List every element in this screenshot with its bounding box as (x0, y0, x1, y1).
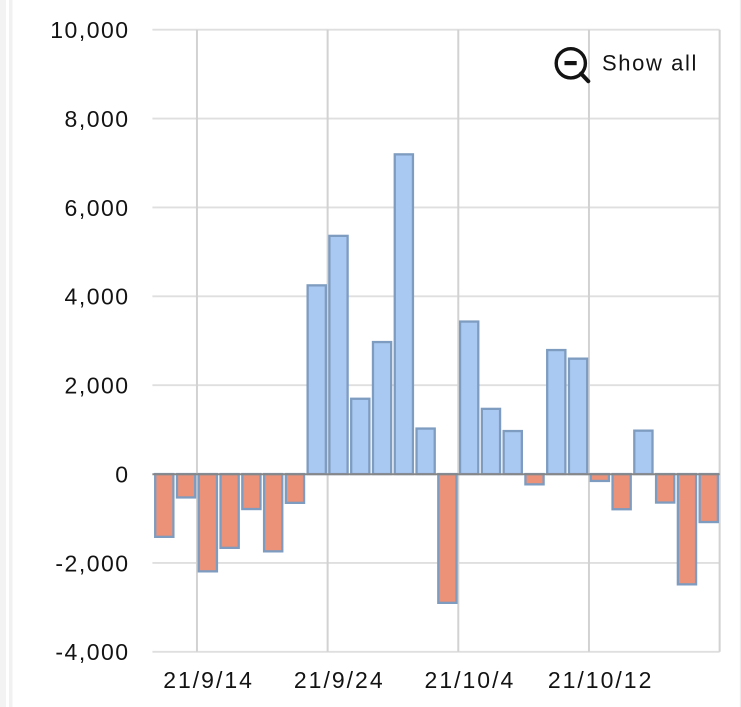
svg-text:4,000: 4,000 (65, 284, 130, 310)
svg-text:2,000: 2,000 (65, 373, 130, 399)
svg-text:Show all: Show all (602, 51, 698, 76)
svg-text:10,000: 10,000 (50, 17, 129, 43)
svg-text:-4,000: -4,000 (55, 639, 129, 665)
svg-text:8,000: 8,000 (65, 106, 130, 132)
svg-text:21/9/24: 21/9/24 (294, 667, 385, 693)
svg-text:21/9/14: 21/9/14 (163, 667, 254, 693)
svg-text:21/10/4: 21/10/4 (425, 667, 516, 693)
svg-text:0: 0 (115, 461, 129, 487)
svg-text:6,000: 6,000 (65, 195, 130, 221)
svg-text:21/10/12: 21/10/12 (548, 667, 654, 693)
svg-text:-2,000: -2,000 (55, 550, 129, 576)
